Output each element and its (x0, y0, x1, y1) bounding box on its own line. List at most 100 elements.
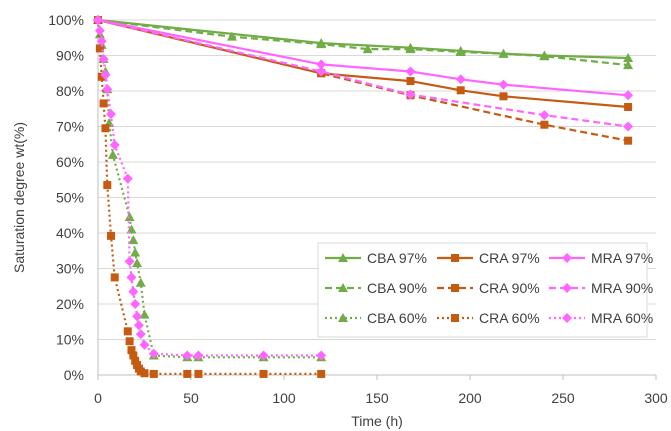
data-point (194, 369, 203, 378)
series-line (96, 19, 322, 359)
legend-box (317, 242, 648, 338)
y-tick-label: 30% (56, 261, 84, 277)
data-point (456, 86, 465, 95)
y-axis-title: Saturation degree wt(%) (11, 122, 27, 273)
data-point (133, 320, 144, 331)
legend-item: CBA 90% (325, 280, 427, 296)
legend-marker (562, 283, 572, 293)
x-axis-title: Time (h) (351, 413, 403, 429)
legend-item: MRA 60% (549, 310, 653, 326)
y-tick-label: 20% (56, 296, 84, 312)
legend-marker (338, 253, 348, 262)
y-tick-label: 70% (56, 119, 84, 135)
data-point (316, 66, 327, 77)
data-point (106, 109, 117, 120)
data-point (126, 272, 137, 283)
x-tick-label: 100 (272, 390, 296, 406)
data-point (405, 44, 416, 54)
data-point (96, 36, 107, 47)
data-point (128, 286, 139, 297)
x-tick-label: 250 (551, 390, 575, 406)
data-point (122, 173, 133, 184)
legend-item: CRA 97% (437, 250, 540, 266)
legend-label: MRA 60% (591, 310, 653, 326)
y-tick-label: 90% (56, 48, 84, 64)
legend-label: CRA 90% (479, 280, 540, 296)
data-point (98, 54, 109, 65)
legend-label: CBA 90% (367, 280, 427, 296)
data-point (94, 25, 105, 36)
legend-label: MRA 90% (591, 280, 653, 296)
data-point (539, 110, 550, 121)
series-line (97, 18, 629, 97)
data-point (110, 273, 119, 282)
data-point (101, 124, 110, 133)
y-tick-label: 80% (56, 83, 84, 99)
data-point (316, 59, 327, 70)
data-point (123, 327, 132, 336)
data-point (498, 48, 509, 58)
data-point (316, 350, 327, 361)
y-tick-label: 10% (56, 332, 84, 348)
data-point (109, 139, 120, 150)
legend-marker (451, 314, 459, 322)
legend-label: MRA 97% (591, 250, 653, 266)
x-tick-label: 50 (183, 390, 199, 406)
data-point (406, 77, 415, 86)
data-point (623, 60, 634, 70)
data-point (149, 369, 158, 378)
x-tick-label: 150 (365, 390, 389, 406)
data-point (100, 70, 111, 81)
series-8 (93, 15, 327, 361)
data-point (183, 369, 192, 378)
data-point (623, 121, 634, 132)
data-point (130, 247, 141, 257)
data-point (139, 339, 150, 350)
legend-label: CRA 60% (479, 310, 540, 326)
data-point (623, 52, 634, 62)
data-point (132, 258, 143, 268)
data-series (93, 15, 634, 378)
legend-marker (338, 283, 348, 292)
legend-marker (451, 254, 459, 262)
legend-item: CBA 97% (325, 250, 427, 266)
legend-marker (451, 284, 459, 292)
data-point (124, 256, 135, 267)
series-5 (94, 16, 326, 378)
data-point (258, 350, 269, 361)
data-point (623, 90, 634, 101)
data-point (455, 74, 466, 85)
legend-label: CBA 97% (367, 250, 427, 266)
legend-item: CRA 90% (437, 280, 540, 296)
legend-label: CBA 60% (367, 310, 427, 326)
data-point (540, 120, 549, 129)
y-tick-label: 0% (64, 367, 84, 383)
data-point (624, 136, 633, 145)
data-point (93, 15, 103, 25)
data-point (148, 348, 159, 359)
legend-item: CRA 60% (437, 310, 540, 326)
data-point (99, 99, 108, 108)
data-point (455, 46, 466, 56)
series-7 (93, 15, 634, 132)
data-point (498, 79, 509, 90)
data-point (362, 44, 373, 54)
tick-labels: 0% 10% 20% 30% 40% 50% 60% 70% 80% 90% 100% 0 50 100 1… (48, 12, 668, 406)
legend-marker (338, 313, 348, 322)
legend-item: CBA 60% (325, 310, 427, 326)
legend: CBA 97% CRA 97% MRA 97% CBA 90% CRA 90% MRA 9… (317, 242, 653, 338)
data-point (132, 311, 143, 322)
data-point (226, 31, 237, 41)
series-1 (93, 15, 634, 70)
series-line (97, 18, 629, 109)
x-tick-label: 0 (94, 390, 102, 406)
legend-item: MRA 97% (549, 250, 653, 266)
data-point (130, 299, 141, 309)
data-point (107, 149, 118, 159)
data-point (193, 350, 204, 361)
data-point (499, 92, 508, 101)
data-point (259, 369, 268, 378)
data-point (182, 350, 193, 361)
series-line (96, 19, 322, 375)
data-point (129, 351, 138, 360)
